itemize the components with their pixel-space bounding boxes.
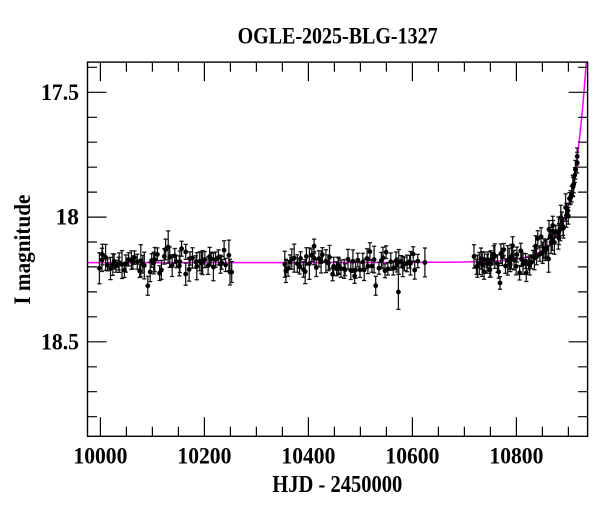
svg-text:10800: 10800	[489, 443, 543, 468]
svg-text:18.5: 18.5	[41, 329, 79, 354]
svg-text:10600: 10600	[385, 443, 439, 468]
svg-text:10400: 10400	[281, 443, 335, 468]
svg-text:HJD - 2450000: HJD - 2450000	[272, 472, 402, 498]
svg-text:10000: 10000	[73, 443, 127, 468]
svg-text:10200: 10200	[177, 443, 231, 468]
svg-text:I magnitude: I magnitude	[10, 195, 35, 305]
svg-text:18: 18	[56, 205, 80, 230]
svg-text:OGLE-2025-BLG-1327: OGLE-2025-BLG-1327	[238, 23, 438, 48]
svg-text:17.5: 17.5	[41, 80, 79, 105]
